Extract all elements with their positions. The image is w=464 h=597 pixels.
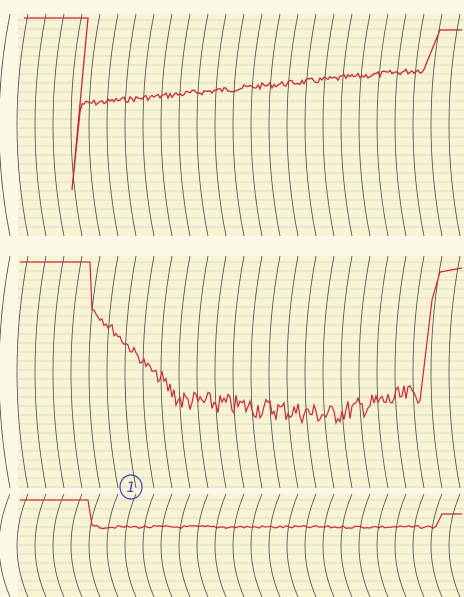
time-arc <box>358 255 371 489</box>
time-arc <box>412 493 425 597</box>
paper-strips <box>0 13 464 597</box>
paper-strip <box>18 494 464 597</box>
time-arc <box>34 13 47 237</box>
time-arc <box>358 493 371 597</box>
time-arc <box>142 13 155 237</box>
time-arc <box>0 493 11 597</box>
time-arc <box>178 255 191 489</box>
time-arc <box>250 13 263 237</box>
time-arc <box>52 13 65 237</box>
time-arc <box>160 493 173 597</box>
time-arc <box>178 13 191 237</box>
time-arc <box>304 493 317 597</box>
time-arc <box>52 255 65 489</box>
time-arc <box>430 255 443 489</box>
time-arc <box>106 13 119 237</box>
handwritten-note: 1 <box>127 480 136 496</box>
time-arc <box>304 13 317 237</box>
time-arc <box>16 255 29 489</box>
time-arc <box>0 255 11 489</box>
time-arc <box>34 255 47 489</box>
time-arc <box>286 13 299 237</box>
time-arc <box>106 493 119 597</box>
time-arc <box>394 255 407 489</box>
time-arc <box>376 255 389 489</box>
time-arc <box>268 493 281 597</box>
time-arc <box>322 13 335 237</box>
time-arc <box>286 255 299 489</box>
trace <box>24 17 462 191</box>
time-arc <box>52 493 65 597</box>
time-arc <box>376 493 389 597</box>
time-arc <box>160 255 173 489</box>
time-arc <box>394 493 407 597</box>
time-arc <box>232 255 245 489</box>
time-arc <box>250 255 263 489</box>
time-arc <box>394 13 407 237</box>
time-arc <box>34 493 47 597</box>
time-arc <box>196 255 209 489</box>
paper-strip <box>18 256 464 488</box>
time-arc <box>88 13 101 237</box>
time-arc <box>16 493 29 597</box>
time-arc <box>124 255 137 489</box>
time-arc <box>250 493 263 597</box>
time-arc <box>358 13 371 237</box>
time-arc <box>178 493 191 597</box>
time-arc <box>232 493 245 597</box>
time-arc <box>214 255 227 489</box>
traces <box>20 17 463 530</box>
time-arc <box>412 255 425 489</box>
time-arc <box>448 13 461 237</box>
time-arc <box>232 13 245 237</box>
time-arc <box>70 255 83 489</box>
time-arc <box>340 255 353 489</box>
time-arc <box>160 13 173 237</box>
paper-strip <box>18 14 464 236</box>
time-arc <box>142 493 155 597</box>
time-arc <box>448 493 461 597</box>
time-arc <box>0 13 11 237</box>
time-arc <box>214 13 227 237</box>
time-arc <box>340 13 353 237</box>
time-arc <box>106 255 119 489</box>
time-arc <box>16 13 29 237</box>
time-arc <box>322 255 335 489</box>
trace <box>20 261 463 425</box>
time-arc <box>430 493 443 597</box>
time-arc <box>196 13 209 237</box>
time-arc <box>142 255 155 489</box>
time-arc <box>322 493 335 597</box>
time-arc <box>70 13 83 237</box>
time-arc <box>124 13 137 237</box>
time-arc <box>448 255 461 489</box>
circle-mark <box>119 474 143 500</box>
time-arc <box>412 13 425 237</box>
time-arc <box>268 13 281 237</box>
time-arc <box>286 493 299 597</box>
time-arc <box>196 493 209 597</box>
time-arc <box>70 493 83 597</box>
time-arc <box>376 13 389 237</box>
time-arc <box>340 493 353 597</box>
time-arc <box>214 493 227 597</box>
trace <box>20 499 462 530</box>
time-arc <box>304 255 317 489</box>
time-arc <box>430 13 443 237</box>
time-arc <box>268 255 281 489</box>
time-arc <box>88 493 101 597</box>
time-arc <box>124 493 137 597</box>
time-arc <box>88 255 101 489</box>
